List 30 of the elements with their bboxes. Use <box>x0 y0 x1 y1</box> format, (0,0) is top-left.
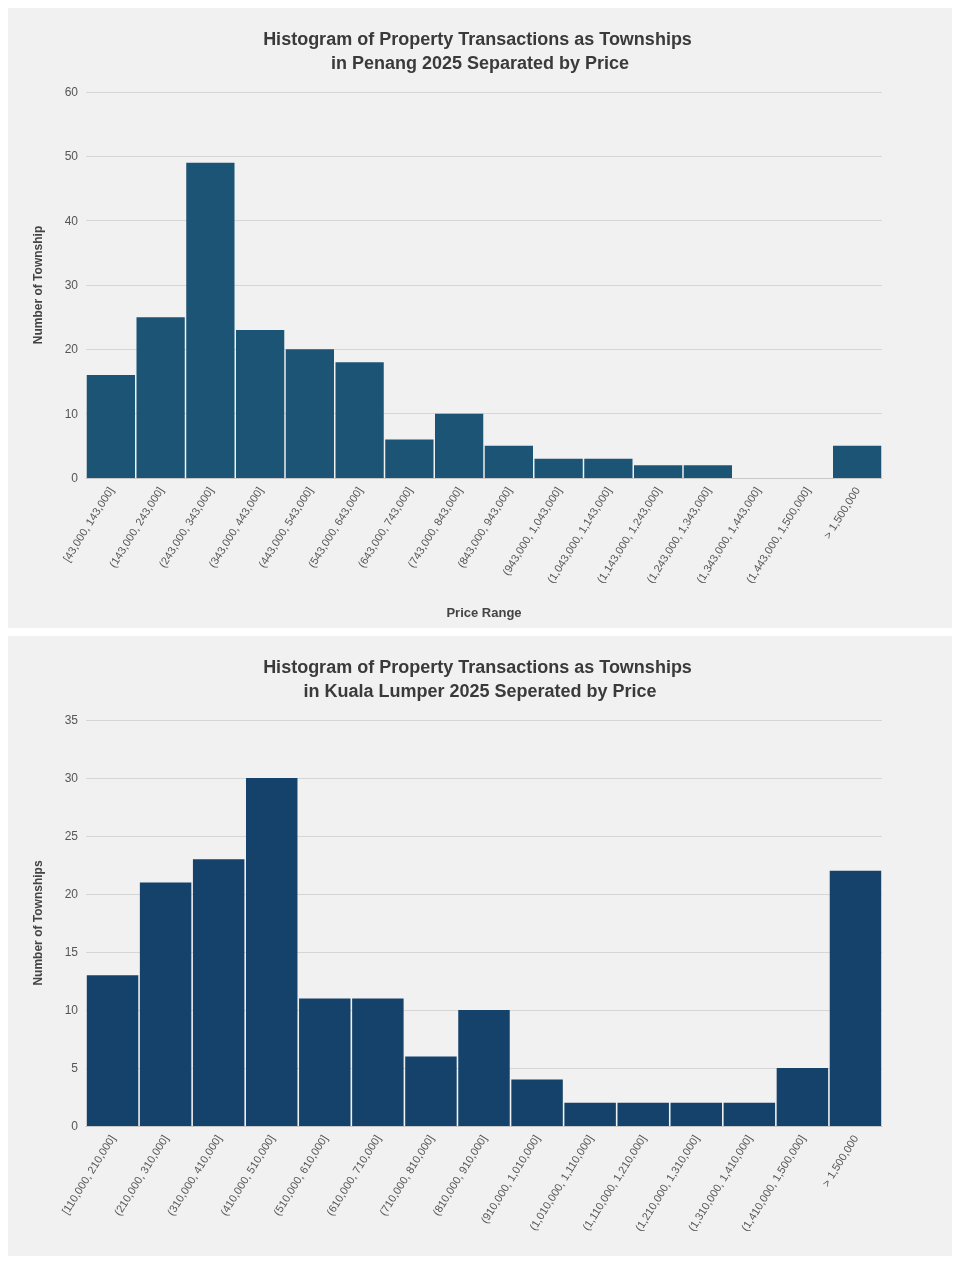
bar <box>192 859 245 1126</box>
y-tick-label: 20 <box>64 887 79 901</box>
y-tick-label: 10 <box>64 406 79 421</box>
x-axis-title: Price Range <box>446 605 522 620</box>
y-tick-label: 10 <box>64 1003 79 1017</box>
y-tick-label: 35 <box>64 713 79 727</box>
y-tick-label: 30 <box>64 278 79 292</box>
bar <box>246 778 298 1126</box>
bar <box>829 870 882 1126</box>
bar <box>833 445 882 478</box>
bar <box>683 465 732 478</box>
chart-title: Histogram of Property Transactions as Townships in Penang 2025 Separated by Price <box>263 29 697 73</box>
y-tick-label: 20 <box>64 342 79 357</box>
y-tick-label: 25 <box>64 829 79 843</box>
y-axis-title: Number of Townships <box>31 860 45 986</box>
bar <box>776 1068 829 1126</box>
chart-title: Histogram of Property Transactions as Townships in Kuala Lumper 2025 Seperated by Price <box>263 657 697 701</box>
y-tick-label: 0 <box>71 1119 79 1133</box>
y-tick-label: 15 <box>64 945 79 959</box>
bar <box>670 1102 722 1126</box>
y-tick-label: 60 <box>64 85 79 99</box>
bar <box>139 882 192 1126</box>
bar <box>723 1102 776 1126</box>
y-axis-title: Number of Township <box>31 225 45 345</box>
bar <box>86 975 139 1126</box>
y-tick-label: 5 <box>71 1061 79 1075</box>
y-tick-label: 50 <box>64 149 79 164</box>
y-tick-label: 40 <box>64 213 79 228</box>
y-tick-label: 30 <box>64 771 79 785</box>
y-tick-label: 0 <box>71 471 79 485</box>
